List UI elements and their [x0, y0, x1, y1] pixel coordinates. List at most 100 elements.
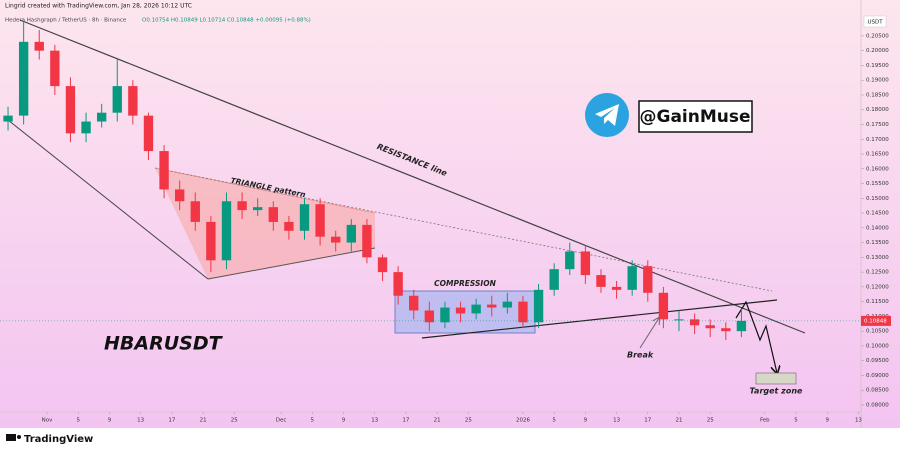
target-zone — [755, 372, 797, 385]
candle-body — [34, 41, 44, 51]
wedge-support — [7, 119, 209, 280]
candle-body — [487, 304, 497, 308]
candle-body — [518, 301, 528, 323]
candle-body — [143, 115, 154, 152]
header: Lingrid created with TradingView.com, Ja… — [5, 3, 192, 10]
candle-body — [565, 251, 575, 270]
x-tick-label: 9 — [108, 418, 112, 424]
x-tick-label: 13 — [137, 418, 144, 424]
y-tick-label: 0.11500 — [866, 299, 889, 305]
candle-body — [611, 286, 622, 290]
y-tick-label: 0.09500 — [866, 358, 889, 364]
y-tick-label: 0.17500 — [866, 122, 889, 128]
candle-body — [596, 275, 606, 287]
candle-body — [50, 50, 60, 87]
y-tick-label: 0.20500 — [866, 33, 889, 39]
x-tick-label: 9 — [342, 418, 346, 424]
candle-body — [736, 320, 747, 332]
candle-body — [705, 325, 715, 329]
x-tick-label: 25 — [707, 418, 714, 424]
candle-body — [627, 266, 637, 290]
y-tick-label: 0.08500 — [866, 388, 889, 394]
symbol-info: Hedera Hashgraph / TetherUS · 8h · Binan… — [5, 18, 127, 24]
x-tick-label: 5 — [311, 418, 315, 424]
x-tick-label: 25 — [231, 418, 238, 424]
x-tick-label: 13 — [371, 418, 378, 424]
chart-bg — [0, 0, 900, 428]
candle-body — [81, 121, 91, 134]
candle-body — [346, 224, 356, 243]
brand-logo-dot — [17, 435, 21, 439]
currency-box — [863, 15, 887, 28]
break-label: Break — [627, 351, 654, 360]
x-tick-label: Nov — [42, 418, 53, 424]
candle-body — [253, 207, 263, 211]
candle-body — [689, 319, 700, 326]
y-tick-label: 0.17000 — [866, 137, 889, 143]
ohlc-info: O0.10754 H0.10849 L0.10714 C0.10848 +0.0… — [142, 18, 311, 24]
x-tick-label: 17 — [644, 418, 651, 424]
triangle-support — [207, 247, 376, 280]
currency: USDT — [867, 20, 883, 26]
candle-body — [174, 189, 185, 202]
candle-body — [471, 304, 481, 314]
x-tick-label: 25 — [465, 418, 472, 424]
y-tick-label: 0.10000 — [866, 343, 889, 349]
x-tick-label: 2026 — [516, 418, 530, 424]
candle-body — [299, 204, 310, 231]
y-tick-label: 0.15500 — [866, 181, 889, 187]
candle-body — [237, 201, 247, 211]
resistance-line — [19, 19, 806, 334]
candle-body — [96, 112, 107, 122]
y-tick-label: 0.13500 — [866, 240, 889, 246]
dotted-trend — [154, 167, 773, 292]
candle-body — [221, 201, 232, 261]
telegram-plane — [595, 104, 619, 126]
y-tick-label: 0.10500 — [866, 329, 889, 335]
target-label: Target zone — [750, 387, 803, 396]
y-tick-label: 0.12500 — [866, 270, 889, 276]
candle-body — [284, 221, 294, 231]
y-tick-label: 0.14500 — [866, 211, 889, 217]
y-tick-label: 0.15000 — [866, 196, 889, 202]
brand-logo — [6, 434, 16, 441]
x-tick-label: 17 — [402, 418, 409, 424]
candle-body — [658, 292, 669, 320]
y-tick-label: 0.20000 — [866, 48, 889, 54]
x-tick-label: 9 — [825, 418, 829, 424]
x-tick-label: 9 — [584, 418, 588, 424]
candle-body — [393, 272, 403, 296]
candle-body — [440, 307, 450, 323]
compression-label: COMPRESSION — [434, 279, 496, 288]
handle-box — [638, 100, 753, 133]
candle-body — [643, 266, 653, 293]
x-tick-label: 21 — [200, 418, 207, 424]
candle-body — [409, 295, 419, 311]
candle-body — [18, 41, 29, 116]
candle-body — [533, 289, 544, 323]
y-tick-label: 0.19000 — [866, 78, 889, 84]
x-tick-label: Feb — [760, 418, 770, 424]
last-price-box — [861, 315, 891, 326]
candle-body — [580, 251, 591, 276]
candle-body — [721, 328, 731, 332]
candle-body — [128, 86, 138, 116]
candle-body — [674, 319, 684, 321]
handle: @GainMuse — [639, 107, 750, 127]
candle-body — [502, 301, 513, 308]
x-tick-label: 5 — [552, 418, 556, 424]
y-tick-label: 0.08000 — [866, 402, 889, 408]
candle-body — [159, 151, 169, 190]
candle-body — [424, 310, 435, 323]
candle-body — [549, 269, 559, 290]
x-tick-label: 5 — [794, 418, 798, 424]
candles — [3, 21, 747, 341]
y-tick-label: 0.16000 — [866, 166, 889, 172]
y-tick-label: 0.13000 — [866, 255, 889, 261]
y-tick-label: 0.16500 — [866, 152, 889, 158]
y-tick-label: 0.18000 — [866, 107, 889, 113]
break-arrow — [639, 318, 659, 349]
x-tick-label: 13 — [613, 418, 620, 424]
candle-body — [112, 86, 122, 113]
